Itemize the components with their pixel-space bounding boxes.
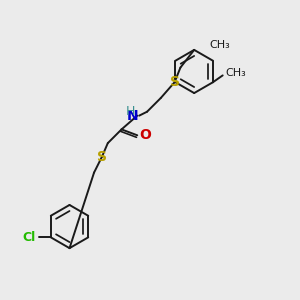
Text: H: H: [126, 105, 135, 118]
Text: CH₃: CH₃: [226, 68, 246, 78]
Text: CH₃: CH₃: [209, 40, 230, 50]
Text: S: S: [169, 75, 179, 89]
Text: N: N: [127, 109, 138, 123]
Text: Cl: Cl: [23, 231, 36, 244]
Text: O: O: [139, 128, 151, 142]
Text: S: S: [97, 150, 107, 164]
